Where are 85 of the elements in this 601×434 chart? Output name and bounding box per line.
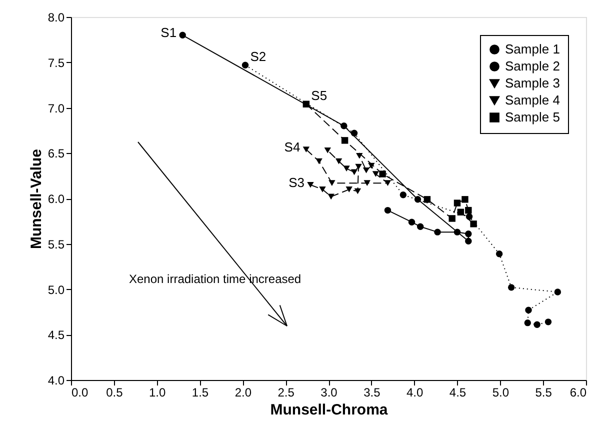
point xyxy=(457,208,464,216)
legend-label: Sample 2 xyxy=(505,58,560,74)
x-tick-label: 1.0 xyxy=(148,386,166,400)
point xyxy=(496,250,503,258)
point xyxy=(341,137,348,144)
x-tick-label: 3.0 xyxy=(320,386,338,400)
x-tick-label: 4.5 xyxy=(449,386,466,400)
point xyxy=(307,182,314,188)
annotation: S3 xyxy=(288,174,304,190)
point xyxy=(343,166,350,172)
y-tick-label: 7.0 xyxy=(48,101,65,116)
point xyxy=(465,230,472,238)
point xyxy=(179,32,186,38)
x-tick-label: 4.0 xyxy=(406,386,424,400)
point xyxy=(346,186,352,192)
point xyxy=(340,122,348,130)
point xyxy=(465,206,472,214)
point xyxy=(554,288,562,296)
annotation: S1 xyxy=(160,25,177,40)
y-tick-label: 5.0 xyxy=(48,282,65,297)
x-tick-label: 0.0 xyxy=(72,386,89,400)
point xyxy=(384,206,392,214)
y-tick-label: 6.5 xyxy=(48,146,65,161)
point xyxy=(400,192,407,198)
x-tick-label: 6.0 xyxy=(570,386,587,400)
x-tick-label: 1.5 xyxy=(192,386,209,400)
point xyxy=(368,162,375,169)
x-axis-title: Munsell-Chroma xyxy=(270,402,388,418)
point xyxy=(354,188,362,194)
point xyxy=(434,228,441,236)
point xyxy=(466,213,473,220)
annotation: S2 xyxy=(250,49,266,64)
annotation: S4 xyxy=(284,139,300,154)
point xyxy=(544,318,552,326)
y-axis-title: Munsell-Value xyxy=(28,148,45,250)
y-tick-label: 8.0 xyxy=(48,10,65,24)
legend-label: Sample 4 xyxy=(505,92,560,108)
point xyxy=(448,215,456,222)
legend-label: Sample 1 xyxy=(505,42,560,56)
point xyxy=(508,284,515,291)
point xyxy=(416,223,424,230)
point xyxy=(408,218,416,226)
y-tick-label: 7.5 xyxy=(48,56,65,70)
point xyxy=(372,171,380,177)
x-tick-label: 5.5 xyxy=(535,386,552,400)
point xyxy=(319,186,326,192)
point xyxy=(242,62,249,68)
y-tick-label: 5.5 xyxy=(48,237,65,252)
point xyxy=(462,196,468,203)
point xyxy=(328,194,334,200)
point xyxy=(324,147,331,154)
x-tick-label: 2.5 xyxy=(278,386,295,400)
x-tick-label: 3.5 xyxy=(364,386,381,400)
point xyxy=(350,130,358,137)
point xyxy=(465,238,472,244)
y-tick-label: 6.0 xyxy=(48,192,65,206)
annotation: Xenon irradiation time increased xyxy=(129,272,302,286)
annotation: S5 xyxy=(311,88,328,104)
point xyxy=(335,158,342,164)
legend-label: Sample 5 xyxy=(505,110,560,124)
point xyxy=(302,100,310,108)
point xyxy=(470,220,477,228)
legend-label: Sample 3 xyxy=(505,76,560,90)
point xyxy=(524,319,531,326)
point xyxy=(355,164,362,170)
point xyxy=(454,228,461,236)
point xyxy=(384,180,392,186)
y-tick-label: 4.0 xyxy=(48,374,65,388)
point xyxy=(362,167,370,174)
point xyxy=(356,152,363,159)
x-tick-label: 0.5 xyxy=(106,386,124,400)
point xyxy=(379,170,386,178)
x-tick-label: 2.0 xyxy=(234,386,252,400)
point xyxy=(328,180,336,186)
y-tick-label: 4.5 xyxy=(48,328,65,342)
point xyxy=(350,169,358,176)
point xyxy=(525,306,532,314)
point xyxy=(424,196,431,203)
point xyxy=(454,200,461,206)
point xyxy=(302,146,310,152)
point xyxy=(534,321,540,328)
x-tick-label: 5.0 xyxy=(492,386,510,400)
point xyxy=(316,158,322,164)
point xyxy=(364,180,370,186)
point xyxy=(414,196,422,203)
